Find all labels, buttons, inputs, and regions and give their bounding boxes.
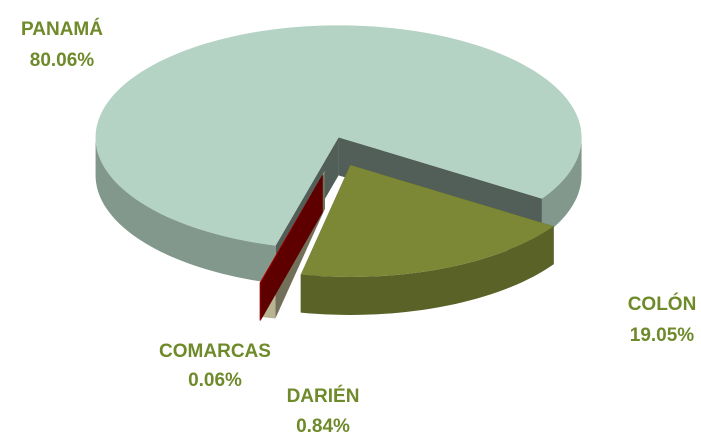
slice-label: DARIÉN <box>287 385 360 407</box>
labels: PANAMÁ 80.06% COLÓN 19.05% DARIÉN 0.84% COMARC… <box>21 18 696 437</box>
pie <box>95 25 582 321</box>
slice-value-label: 19.05% <box>630 325 695 346</box>
slice-cut-wall <box>259 174 323 321</box>
slice-value-label: 0.84% <box>296 416 350 437</box>
slice-side <box>300 226 554 315</box>
slice-label: PANAMÁ <box>21 18 103 40</box>
slice <box>259 174 323 283</box>
slice-side <box>95 137 276 284</box>
slice-label: COLÓN <box>628 293 697 315</box>
slice-value-label: 80.06% <box>30 50 95 71</box>
slice-side <box>541 137 582 237</box>
slice-value-label: 0.06% <box>188 370 242 391</box>
slice <box>95 25 582 246</box>
slice-label: COMARCAS <box>159 341 271 362</box>
slice-side <box>259 282 261 321</box>
slice <box>300 164 554 277</box>
